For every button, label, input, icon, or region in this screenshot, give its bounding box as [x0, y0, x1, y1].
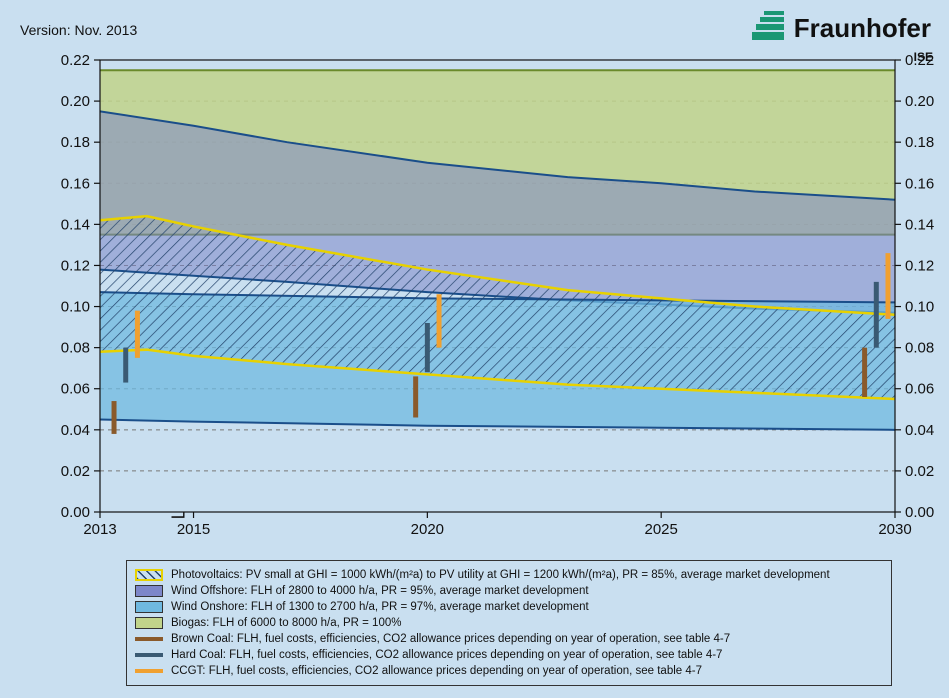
legend-swatch: [135, 601, 163, 613]
legend-swatch: [135, 633, 163, 645]
y-tick-left: 0.18: [61, 134, 90, 151]
y-tick-right: 0.20: [905, 93, 934, 110]
plot-area: 0.00 0.00 0.02 0.02 0.04 0.04 0.06 0.06 0.08 0.08…: [0, 0, 949, 560]
x-tick: 2030: [878, 521, 911, 538]
legend-swatch: [135, 649, 163, 661]
y-tick-left: 0.06: [61, 381, 90, 398]
legend-row: CCGT: FLH, fuel costs, efficiencies, CO2…: [135, 663, 883, 679]
legend-row: Wind Onshore: FLH of 1300 to 2700 h/a, P…: [135, 599, 883, 615]
legend-label: Wind Onshore: FLH of 1300 to 2700 h/a, P…: [171, 599, 589, 615]
x-tick: 2020: [411, 521, 444, 538]
y-tick-left: 0.16: [61, 175, 90, 192]
y-tick-right: 0.18: [905, 134, 934, 151]
legend-label: Biogas: FLH of 6000 to 8000 h/a, PR = 10…: [171, 615, 401, 631]
y-tick-left: 0.00: [61, 504, 90, 521]
y-tick-right: 0.16: [905, 175, 934, 192]
y-tick-left: 0.02: [61, 463, 90, 480]
y-tick-left: 0.10: [61, 299, 90, 316]
x-tick: 2015: [177, 521, 210, 538]
y-tick-right: 0.02: [905, 463, 934, 480]
legend-label: Photovoltaics: PV small at GHI = 1000 kW…: [171, 567, 830, 583]
y-tick-right: 0.04: [905, 422, 934, 439]
legend-swatch: [135, 665, 163, 677]
y-tick-right: 0.00: [905, 504, 934, 521]
legend-label: Brown Coal: FLH, fuel costs, efficiencie…: [171, 631, 730, 647]
legend-row: Biogas: FLH of 6000 to 8000 h/a, PR = 10…: [135, 615, 883, 631]
y-tick-left: 0.22: [61, 52, 90, 69]
y-tick-left: 0.20: [61, 93, 90, 110]
legend-swatch: [135, 585, 163, 597]
chart-stage: Version: Nov. 2013 Fraunhofer ISE Leveli…: [0, 0, 949, 698]
x-tick: 2013: [83, 521, 116, 538]
legend-row: Wind Offshore: FLH of 2800 to 4000 h/a, …: [135, 583, 883, 599]
y-tick-right: 0.12: [905, 257, 934, 274]
legend-label: Wind Offshore: FLH of 2800 to 4000 h/a, …: [171, 583, 589, 599]
legend-swatch: [135, 617, 163, 629]
y-tick-right: 0.22: [905, 52, 934, 69]
legend-row: Hard Coal: FLH, fuel costs, efficiencies…: [135, 647, 883, 663]
y-tick-right: 0.14: [905, 216, 934, 233]
y-tick-right: 0.10: [905, 299, 934, 316]
legend-row: Brown Coal: FLH, fuel costs, efficiencie…: [135, 631, 883, 647]
y-tick-left: 0.08: [61, 340, 90, 357]
y-tick-right: 0.08: [905, 340, 934, 357]
legend-row: Photovoltaics: PV small at GHI = 1000 kW…: [135, 567, 883, 583]
legend-swatch: [135, 569, 163, 581]
legend: Photovoltaics: PV small at GHI = 1000 kW…: [126, 560, 892, 686]
x-tick: 2025: [644, 521, 677, 538]
y-tick-left: 0.14: [61, 216, 90, 233]
y-tick-left: 0.12: [61, 257, 90, 274]
y-tick-right: 0.06: [905, 381, 934, 398]
legend-label: Hard Coal: FLH, fuel costs, efficiencies…: [171, 647, 722, 663]
y-tick-left: 0.04: [61, 422, 90, 439]
legend-label: CCGT: FLH, fuel costs, efficiencies, CO2…: [171, 663, 702, 679]
